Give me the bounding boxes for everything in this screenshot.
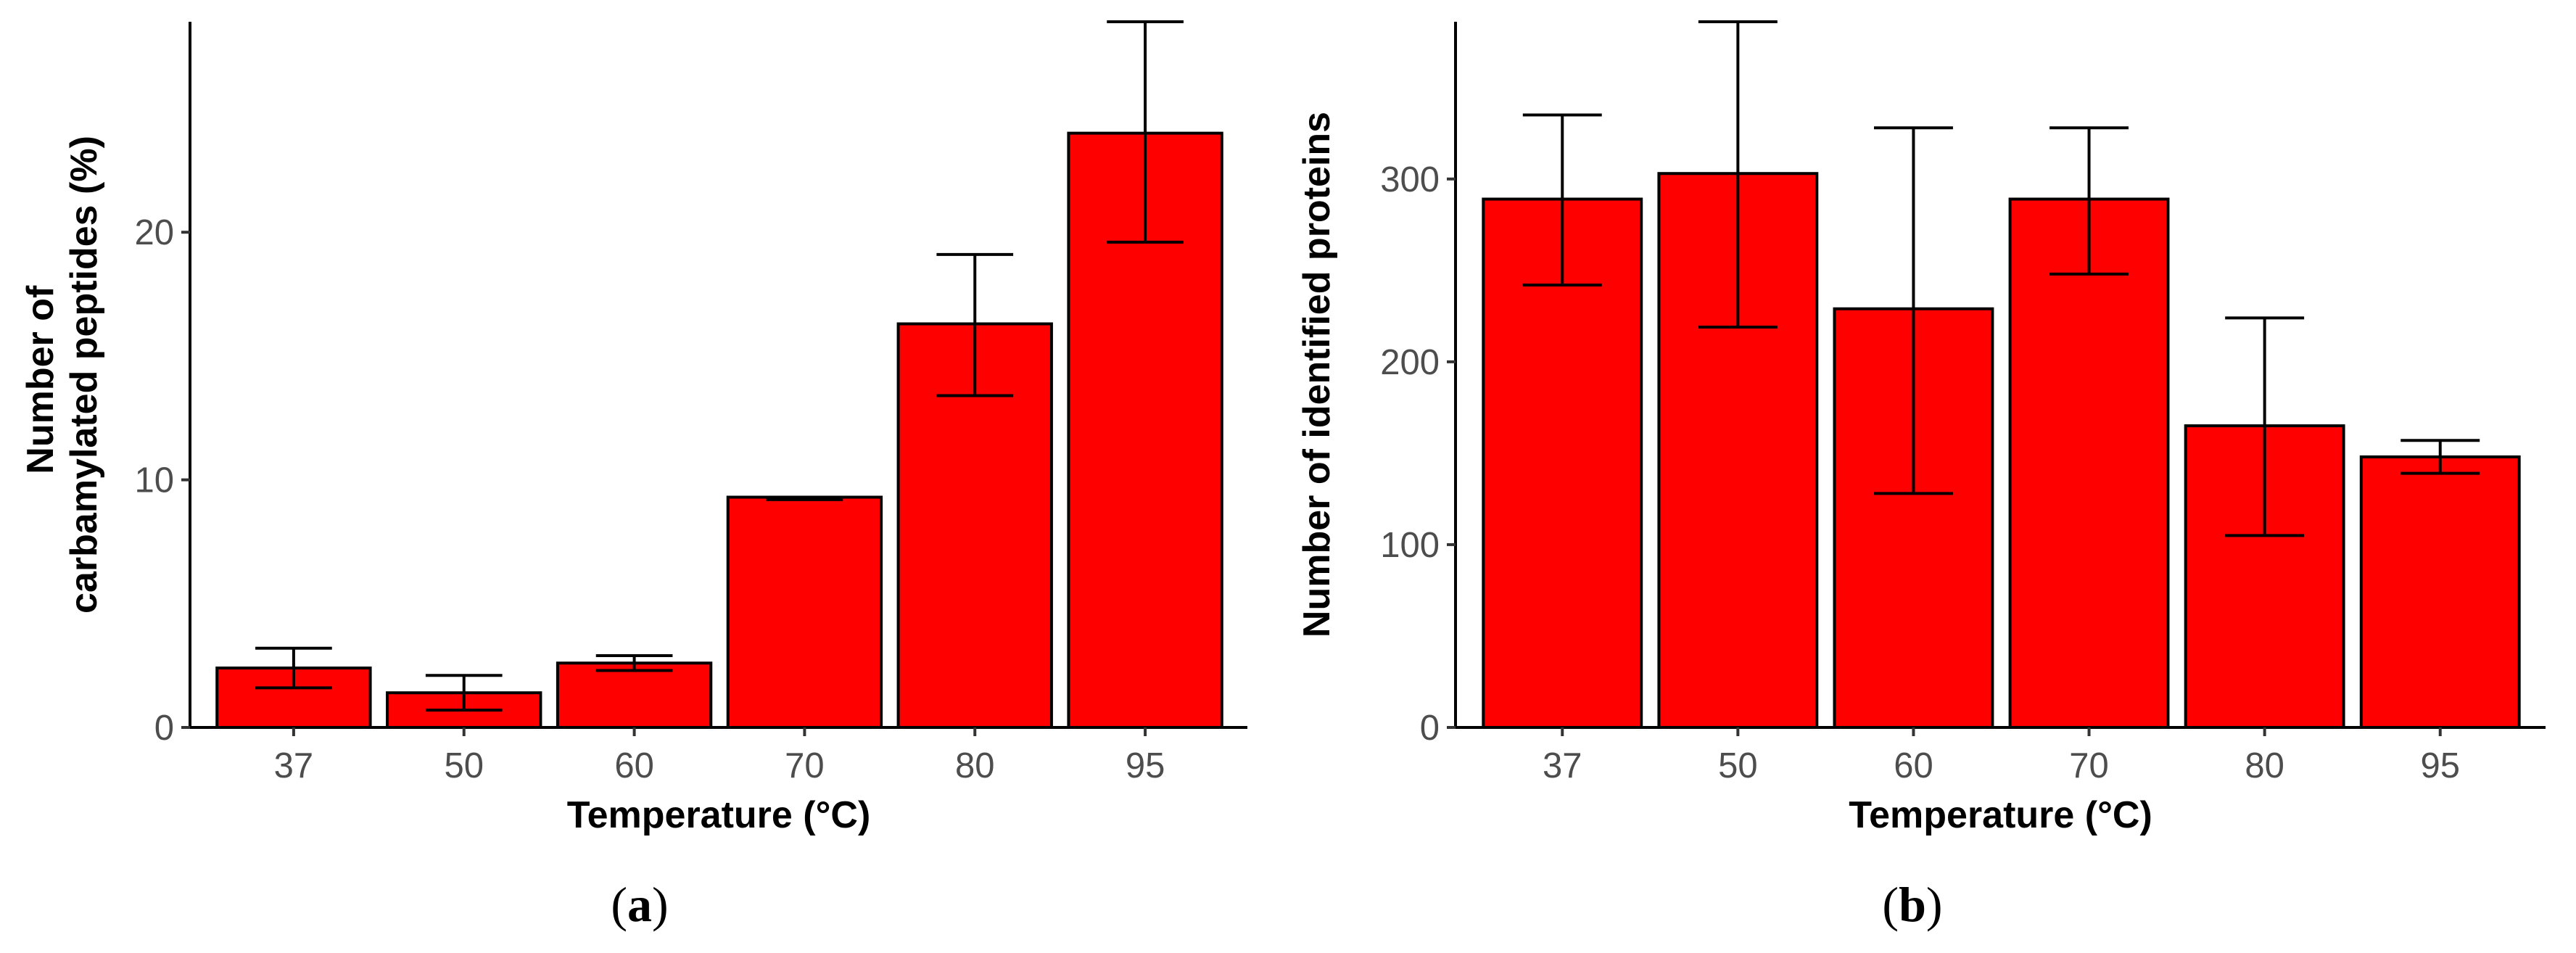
panel-a-error-bar-70 [766, 495, 843, 501]
panel-a-x-tick-label-60: 60 [614, 746, 654, 785]
panel-a-x-tick-label-95: 95 [1126, 746, 1165, 785]
panel-a-bar-70 [726, 495, 883, 729]
panel-b-x-ticks: 37 50 60 70 80 95 [1543, 727, 2460, 785]
panel-a-y-axis-title: Number of carbamylated peptides (%) [20, 136, 105, 614]
panel-a-y-tick-label-0: 0 [154, 709, 174, 748]
panel-b-x-tick-label-95: 95 [2420, 746, 2460, 785]
panel-a-label-paren-open: ( [611, 877, 627, 932]
panel-b-error-bar-80 [2225, 316, 2305, 537]
panel-b-x-tick-label-60: 60 [1894, 746, 1933, 785]
panel-a-y-tick-label-10: 10 [134, 461, 174, 500]
panel-a-label-letter: a [627, 877, 652, 932]
panel-a-error-bar-80 [936, 252, 1014, 397]
panel-b-bar-70 [2008, 197, 2170, 729]
panel-b-y-tick-label-300: 300 [1380, 160, 1440, 199]
panel-a-error-bar-37 [255, 646, 332, 690]
panel-a-bars [215, 131, 1223, 730]
panel-a-y-axis-title-line-1: Number of [20, 285, 62, 474]
panel-a-label: (a) [611, 877, 668, 932]
panel-b-y-tick-label-0: 0 [1420, 709, 1440, 748]
panel-b-x-tick-label-80: 80 [2245, 746, 2284, 785]
panel-b-x-tick-label-37: 37 [1543, 746, 1582, 785]
panel-b-y-tick-label-100: 100 [1380, 526, 1440, 565]
panel-a-chart: 0 10 20 37 50 60 70 80 95 Temperature (°C) Numb… [20, 20, 1247, 932]
panel-b-label-paren-open: ( [1882, 877, 1899, 932]
panel-b-error-bar-95 [2400, 439, 2480, 475]
panel-b-bar-95 [2359, 455, 2521, 729]
panel-a-error-bars [255, 20, 1184, 712]
panel-a-y-axis-title-line-2: carbamylated peptides (%) [63, 136, 105, 614]
panel-a-x-ticks: 37 50 60 70 80 95 [274, 727, 1165, 785]
panel-b-x-tick-label-50: 50 [1718, 746, 1758, 785]
panel-b-y-axis-title: Number of identified proteins [1296, 112, 1338, 638]
panel-a-y-ticks: 0 10 20 [134, 213, 190, 748]
panel-a-label-paren-close: ) [652, 877, 669, 932]
panel-b-y-axis-title-line-1: Number of identified proteins [1296, 112, 1338, 638]
panel-b-label: (b) [1882, 877, 1942, 932]
panel-b-error-bars [1522, 20, 2480, 537]
panel-a-x-tick-label-70: 70 [785, 746, 825, 785]
panel-b-x-tick-label-70: 70 [2069, 746, 2109, 785]
panel-b-label-letter: b [1899, 877, 1926, 932]
panel-b-error-bar-60 [1873, 126, 1953, 495]
panel-b-error-bar-37 [1522, 113, 1602, 286]
panel-b-error-bar-70 [2049, 126, 2129, 276]
panel-a-error-bar-95 [1107, 20, 1184, 244]
panel-a-x-axis-title: Temperature (°C) [567, 794, 871, 836]
panel-b-bar-37 [1482, 197, 1643, 729]
panel-b-error-bar-50 [1698, 20, 1778, 329]
panel-b-label-paren-close: ) [1926, 877, 1943, 932]
panel-b-chart: 0 100 200 300 37 50 60 70 80 95 Temperature (°C)… [1296, 20, 2546, 932]
panel-b-bars [1482, 172, 2521, 729]
panel-b-y-ticks: 0 100 200 300 [1380, 160, 1456, 748]
panel-a-bar-60 [556, 661, 713, 730]
panel-a-error-bar-60 [595, 653, 673, 672]
panel-a-y-tick-label-20: 20 [134, 213, 174, 252]
panel-a-x-tick-label-80: 80 [955, 746, 995, 785]
panel-a-x-tick-label-37: 37 [274, 746, 314, 785]
panel-a-x-tick-label-50: 50 [444, 746, 484, 785]
panel-a-error-bar-50 [425, 674, 503, 712]
panel-b-x-axis-title: Temperature (°C) [1849, 794, 2152, 836]
panel-b-y-tick-label-200: 200 [1380, 343, 1440, 382]
